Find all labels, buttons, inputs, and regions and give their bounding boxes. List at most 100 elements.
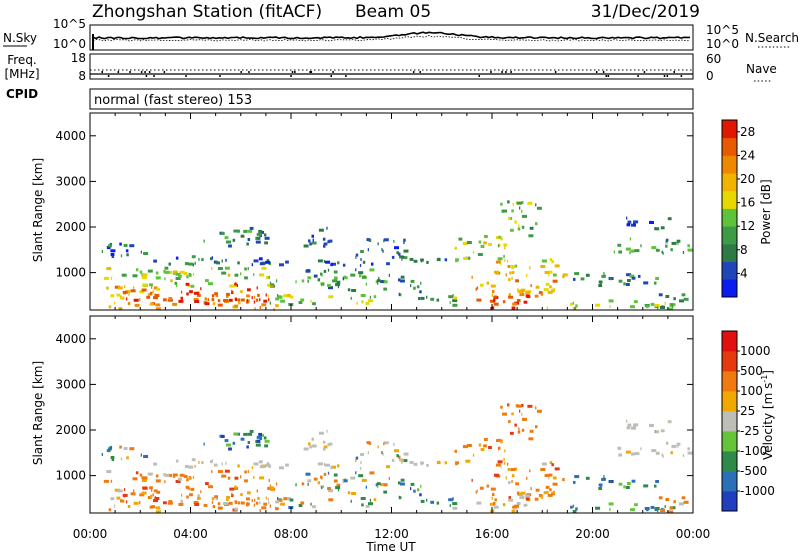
power-cell xyxy=(164,266,169,270)
power-cell xyxy=(207,298,209,302)
velocity-cell xyxy=(386,465,390,469)
power-cell xyxy=(562,273,568,277)
power-cell xyxy=(665,238,669,242)
velocity-cell xyxy=(188,465,194,469)
power-cell xyxy=(217,299,221,303)
velocity-cell xyxy=(444,461,448,465)
power-cell xyxy=(388,273,390,277)
velocity-cell xyxy=(224,439,229,443)
power-cell xyxy=(483,241,487,245)
power-cell xyxy=(155,271,159,275)
power-cell xyxy=(458,237,463,241)
velocity-cell xyxy=(333,473,338,477)
power-cell xyxy=(229,284,235,288)
velocity-cell xyxy=(193,501,199,504)
power-cell xyxy=(359,264,362,267)
power-cell xyxy=(399,255,403,259)
power-cell xyxy=(310,299,312,303)
velocity-cell xyxy=(399,482,405,486)
velocity-cell xyxy=(499,474,501,478)
power-cell xyxy=(287,294,291,298)
power-cell xyxy=(510,228,514,232)
power-cell xyxy=(259,306,261,309)
power-ytick-label: 4000 xyxy=(55,129,86,143)
velocity-colorbar: 1000 500 100 25 -25 -100 -500 -1000 xyxy=(721,330,775,512)
velocity-cell xyxy=(203,442,205,446)
power-cell xyxy=(244,267,247,271)
velocity-cell xyxy=(223,502,229,505)
power-cell xyxy=(413,286,416,290)
velocity-cell xyxy=(518,427,520,431)
velocity-cell xyxy=(543,491,549,495)
power-cell xyxy=(154,294,160,297)
velocity-cell xyxy=(184,465,189,469)
velocity-cell xyxy=(478,443,482,447)
power-cell xyxy=(436,258,441,262)
power-cell xyxy=(646,305,649,309)
power-cell xyxy=(311,234,314,238)
velocity-cell xyxy=(671,444,677,448)
power-cell xyxy=(143,252,149,255)
time-axis-label: Time UT xyxy=(365,540,416,554)
velocity-cell xyxy=(321,486,323,490)
power-cell xyxy=(303,244,309,248)
velocity-cell xyxy=(147,496,152,499)
velocity-cell xyxy=(240,475,242,479)
velocity-cell xyxy=(247,441,251,444)
power-cell xyxy=(677,241,679,245)
power-cell xyxy=(275,304,279,308)
power-cell xyxy=(662,251,664,255)
velocity-cell xyxy=(410,482,415,486)
power-cell xyxy=(366,238,371,242)
time-tick-label: 00:00 xyxy=(676,527,711,541)
colorbar-tick-label: -500 xyxy=(740,464,767,478)
time-tick-label: 04:00 xyxy=(173,527,208,541)
power-cell xyxy=(149,291,153,295)
velocity-cell xyxy=(303,447,309,451)
power-cell xyxy=(511,209,514,213)
velocity-cell xyxy=(255,501,259,505)
power-cell xyxy=(448,295,454,299)
velocity-cell xyxy=(110,479,113,483)
velocity-cell xyxy=(217,502,221,506)
power-cell xyxy=(687,248,693,252)
velocity-cell xyxy=(472,453,475,457)
colorbar-segment xyxy=(722,451,737,472)
velocity-cell xyxy=(246,445,249,449)
power-cell xyxy=(149,283,153,287)
power-cell xyxy=(687,244,690,248)
velocity-cell xyxy=(310,502,312,506)
velocity-cell xyxy=(626,426,631,430)
velocity-cell xyxy=(247,470,249,474)
power-cell xyxy=(268,275,270,279)
power-cell xyxy=(654,227,660,231)
power-cell xyxy=(476,298,482,302)
power-cell xyxy=(543,288,549,292)
power-cell xyxy=(549,258,553,262)
velocity-cell xyxy=(142,476,148,480)
power-cell xyxy=(240,234,245,238)
velocity-cell xyxy=(493,505,499,509)
velocity-cell xyxy=(335,486,341,490)
colorbar-segment xyxy=(722,208,737,227)
power-cell xyxy=(575,304,578,308)
velocity-cell xyxy=(514,423,517,427)
velocity-cell xyxy=(232,441,236,445)
velocity-cell xyxy=(548,476,550,480)
power-cell xyxy=(241,298,245,302)
vel-ytick-label: 4000 xyxy=(55,332,86,346)
power-cell xyxy=(654,281,657,285)
power-cell xyxy=(255,298,259,302)
velocity-cell xyxy=(328,489,333,493)
velocity-cell xyxy=(667,420,672,424)
velocity-cell xyxy=(602,477,606,481)
velocity-cell xyxy=(521,412,523,416)
velocity-cell xyxy=(322,440,326,444)
power-cell xyxy=(277,294,279,297)
velocity-cell xyxy=(123,488,126,492)
power-cell xyxy=(452,299,458,303)
velocity-cell xyxy=(106,449,111,453)
power-cell xyxy=(355,268,357,272)
power-cell xyxy=(623,282,626,286)
power-cell xyxy=(114,285,120,289)
